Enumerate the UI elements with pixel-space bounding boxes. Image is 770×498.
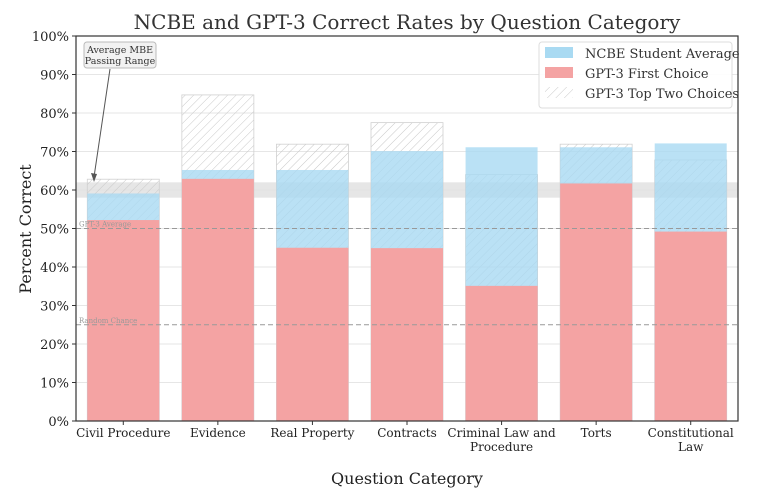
x-axis-label: Question Category	[331, 469, 483, 488]
x-tick-label: Civil Procedure	[76, 426, 170, 440]
y-tick-label: 60%	[40, 184, 69, 199]
reference-line-label: GPT-3 Average	[79, 221, 131, 229]
x-tick-label: Contracts	[377, 426, 437, 440]
y-tick-label: 20%	[40, 338, 69, 353]
annotation-text: Passing Range	[85, 56, 156, 67]
y-tick-label: 70%	[40, 146, 69, 161]
x-tick-label: Procedure	[470, 440, 533, 454]
reference-line-label: Random Chance	[79, 317, 137, 325]
y-tick-label: 50%	[40, 223, 69, 238]
x-tick-label: Constitutional	[648, 426, 734, 440]
plot-frame	[75, 35, 739, 422]
x-tick-label: Law	[678, 440, 704, 454]
x-tick-label: Criminal Law and	[447, 426, 556, 440]
y-axis-label: Percent Correct	[16, 164, 35, 294]
y-tick-label: 40%	[40, 261, 69, 276]
legend-swatch	[545, 67, 573, 78]
y-tick-label: 80%	[40, 107, 69, 122]
annotation-arrow	[93, 68, 111, 178]
annotation-text: Average MBE	[86, 45, 153, 56]
y-tick-label: 10%	[40, 377, 69, 392]
annotation-box	[83, 41, 157, 69]
legend-label: GPT-3 Top Two Choices	[585, 87, 739, 102]
chart-title: NCBE and GPT-3 Correct Rates by Question…	[134, 10, 681, 34]
x-tick-label: Real Property	[270, 426, 354, 440]
bar-gpt3-first	[654, 231, 727, 421]
x-tick-label: Torts	[581, 426, 612, 440]
legend-label: GPT-3 First Choice	[585, 67, 709, 82]
bar-gpt3-first	[276, 247, 349, 421]
bar-gpt3-first	[560, 183, 633, 421]
x-tick-label: Evidence	[190, 426, 246, 440]
legend-swatch	[545, 87, 573, 98]
arrowhead-icon	[91, 173, 97, 182]
bar-gpt3-first	[371, 248, 443, 421]
legend-label: NCBE Student Average	[585, 47, 740, 62]
bar-gpt3-first	[87, 220, 160, 421]
y-tick-label: 30%	[40, 300, 69, 315]
bar-gpt3-first	[181, 178, 254, 421]
legend-swatch	[545, 47, 573, 58]
y-tick-label: 100%	[32, 30, 69, 45]
legend	[538, 41, 733, 109]
bar-gpt3-first	[465, 285, 538, 421]
y-tick-label: 90%	[40, 69, 69, 84]
y-tick-label: 0%	[48, 415, 69, 430]
